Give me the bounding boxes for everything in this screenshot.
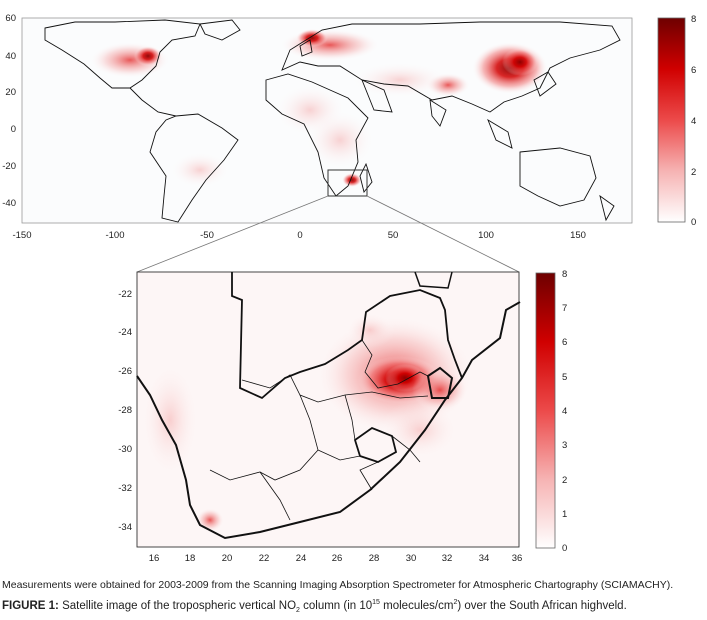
zoom-cbar-tick: 1 (562, 509, 567, 520)
caption-superscript: 15 (372, 599, 380, 606)
zoom-cbar-tick: 0 (562, 543, 567, 554)
caption-text: column (in 10 (299, 599, 373, 612)
zoom-map: 16 18 20 22 24 26 28 30 32 34 36 -22 -24… (118, 269, 567, 564)
world-x-tick: -100 (105, 230, 124, 241)
world-y-tick: -40 (2, 198, 16, 209)
zoom-x-tick: 28 (369, 553, 380, 564)
world-cbar-tick: 2 (691, 167, 696, 178)
world-y-axis: 60 40 20 0 -20 -40 (2, 13, 16, 209)
zoom-colorbar: 8 7 6 5 4 3 2 1 0 (535, 269, 567, 554)
zoom-connector (136, 195, 520, 273)
zoom-y-tick: -32 (118, 483, 132, 494)
zoom-x-tick: 26 (332, 553, 343, 564)
zoom-cbar-tick: 7 (562, 303, 567, 314)
zoom-y-tick: -26 (118, 366, 132, 377)
world-coastlines (44, 19, 621, 223)
zoom-cbar-tick: 4 (562, 406, 567, 417)
zoom-x-tick: 18 (185, 553, 196, 564)
caption-text: Satellite image of the tropospheric vert… (58, 599, 297, 612)
world-y-tick: 40 (5, 51, 16, 62)
zoom-x-tick: 24 (296, 553, 307, 564)
world-cbar-tick: 6 (691, 65, 696, 76)
zoom-y-tick: -22 (118, 289, 132, 300)
world-y-tick: 0 (11, 124, 16, 135)
zoom-x-tick: 34 (479, 553, 490, 564)
world-y-tick: -20 (2, 161, 16, 172)
zoom-x-tick: 32 (442, 553, 453, 564)
measurement-note: Measurements were obtained for 2003-2009… (2, 579, 674, 591)
world-no2-field (90, 29, 548, 188)
caption-text: molecules/cm (379, 599, 454, 612)
world-x-tick: -150 (12, 230, 31, 241)
zoom-x-tick: 20 (222, 553, 233, 564)
zoom-x-tick: 22 (259, 553, 270, 564)
caption-lead: FIGURE 1: (2, 599, 59, 612)
caption-superscript: 2 (453, 599, 458, 606)
world-x-tick: 0 (297, 230, 302, 241)
world-y-tick: 60 (5, 13, 16, 24)
caption-text: ) over the South African highveld. (457, 599, 627, 612)
zoom-y-tick: -28 (118, 405, 132, 416)
world-colorbar: 8 6 4 2 0 (657, 14, 696, 228)
world-x-tick: 50 (388, 230, 399, 241)
zoom-x-tick: 36 (512, 553, 523, 564)
zoom-x-axis: 16 18 20 22 24 26 28 30 32 34 36 (149, 553, 523, 564)
zoom-y-tick: -24 (118, 327, 132, 338)
world-cbar-tick: 4 (691, 116, 696, 127)
zoom-cbar-tick: 5 (562, 372, 567, 383)
zoom-x-tick: 16 (149, 553, 160, 564)
zoom-y-axis: -22 -24 -26 -28 -30 -32 -34 (118, 289, 132, 533)
zoom-y-tick: -30 (118, 444, 132, 455)
figure-caption: FIGURE 1: Satellite image of the troposp… (2, 599, 705, 614)
world-x-axis: -150 -100 -50 0 50 100 150 (12, 230, 585, 241)
world-cbar-tick: 0 (691, 217, 696, 228)
world-x-tick: 150 (570, 230, 586, 241)
zoom-x-tick: 30 (406, 553, 417, 564)
world-y-tick: 20 (5, 87, 16, 98)
zoom-cbar-tick: 3 (562, 440, 567, 451)
zoom-cbar-tick: 6 (562, 337, 567, 348)
zoom-cbar-tick: 2 (562, 475, 567, 486)
zoom-y-tick: -34 (118, 522, 132, 533)
world-cbar-tick: 8 (691, 14, 696, 25)
world-map: -150 -100 -50 0 50 100 150 60 40 20 0 -2… (2, 13, 696, 241)
world-x-tick: -50 (200, 230, 214, 241)
zoom-cbar-tick: 8 (562, 269, 567, 280)
caption-subscript: 2 (296, 607, 300, 615)
zoom-region-box (327, 169, 368, 197)
world-x-tick: 100 (478, 230, 494, 241)
zoom-borders (136, 271, 521, 540)
